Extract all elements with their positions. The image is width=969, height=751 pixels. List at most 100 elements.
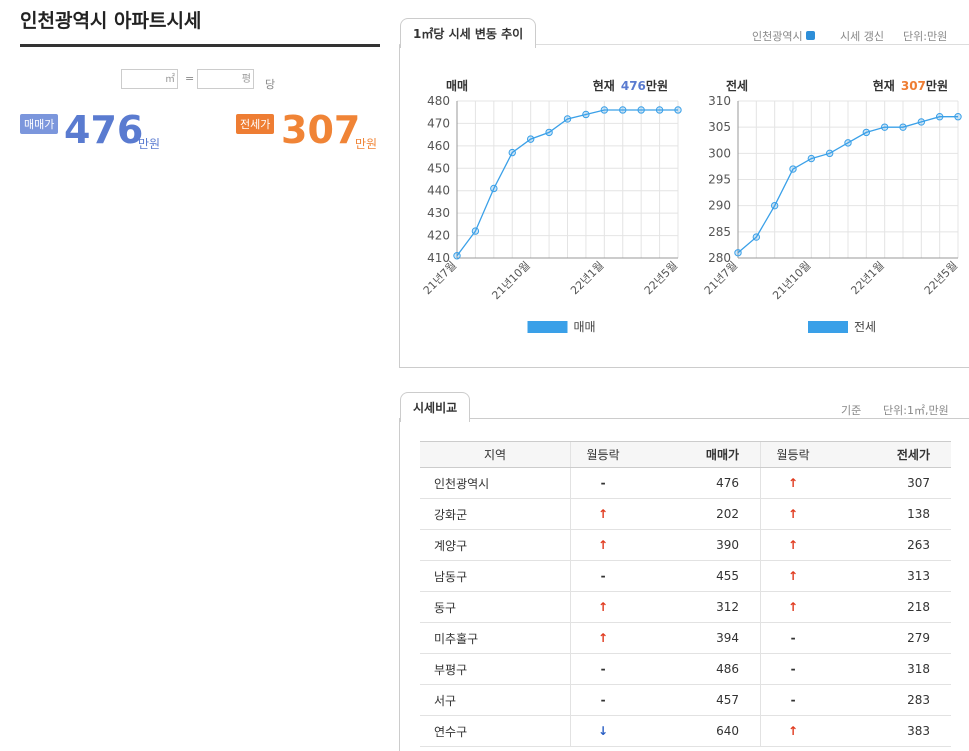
- pyeong-input[interactable]: 평: [197, 69, 254, 89]
- legend-label: 매매: [574, 320, 596, 334]
- m2-unit: ㎡: [165, 74, 175, 85]
- rent-value: 307: [281, 108, 361, 152]
- y-tick-label: 480: [427, 94, 450, 108]
- y-tick-label: 410: [427, 251, 450, 265]
- change-cell: -: [760, 622, 826, 654]
- point: [508, 148, 516, 157]
- point: [862, 128, 871, 137]
- table-row: 연수구 ↓ 640 ↑ 383: [420, 715, 951, 747]
- trend-tab[interactable]: 1㎡당 시세 변동 추이: [400, 18, 537, 48]
- current-label: 현재: [873, 78, 895, 93]
- change-cell: -: [570, 467, 636, 499]
- equals: =: [185, 72, 195, 85]
- x-tick-label: 21년10월: [770, 259, 813, 302]
- current: 현재 307만원: [873, 78, 948, 93]
- point: [734, 249, 742, 257]
- point: [526, 135, 535, 143]
- price-cell: 457: [635, 684, 761, 716]
- point: [825, 149, 834, 158]
- price-cell: 394: [635, 622, 761, 654]
- price-cell: 307: [825, 467, 951, 499]
- region-icon: [806, 31, 816, 40]
- point: [917, 118, 926, 126]
- change-cell: ↑: [570, 498, 636, 530]
- y-tick-label: 290: [708, 199, 731, 213]
- region-cell: 부평구: [420, 653, 571, 685]
- price-cell: 313: [825, 560, 951, 592]
- change-cell: ↑: [570, 591, 636, 623]
- rent-unit: 만원: [355, 137, 378, 151]
- table-row: 미추홀구 ↑ 394-279: [420, 622, 951, 654]
- point: [789, 165, 797, 173]
- change-cell: ↑: [570, 529, 636, 561]
- point: [954, 113, 962, 121]
- sale-badge: 매매가: [20, 114, 59, 134]
- region-name: 인천광역시: [752, 30, 803, 43]
- region-cell: 동구: [420, 591, 571, 623]
- price-cell: 455: [635, 560, 761, 592]
- change-cell: -: [760, 653, 826, 685]
- change-cell: ↑: [760, 715, 826, 747]
- point: [807, 154, 816, 163]
- change-cell: ↑: [570, 622, 636, 654]
- change-cell: -: [760, 684, 826, 716]
- current-label: 현재: [593, 78, 615, 93]
- table-row: 서구 -457-283: [420, 684, 951, 716]
- current-unit: 만원: [926, 78, 948, 93]
- change-cell: ↓: [570, 715, 636, 747]
- point: [582, 110, 590, 119]
- basis: 기준: [841, 404, 862, 417]
- change-cell: ↑: [760, 467, 826, 499]
- page-title: 인천광역시 아파트시세: [20, 10, 202, 32]
- change-cell: ↑: [760, 529, 826, 561]
- chart-title: 전세: [726, 78, 748, 93]
- price-cell: 312: [635, 591, 761, 623]
- y-tick-label: 430: [427, 206, 450, 220]
- point: [453, 252, 461, 260]
- y-tick-label: 310: [708, 94, 731, 108]
- y-tick-label: 450: [427, 161, 450, 175]
- table-body: 인천광역시 -476 ↑ 307 강화군 ↑ 202 ↑ 138 계양구 ↑ 390 ↑ 263 남동구 -4…: [420, 467, 951, 747]
- y-tick-label: 300: [708, 146, 731, 160]
- point: [935, 113, 944, 121]
- point: [490, 184, 498, 193]
- region: 인천광역시: [752, 28, 816, 44]
- x-tick-label: 21년10월: [489, 259, 532, 302]
- table-row: 강화군 ↑ 202 ↑ 138: [420, 498, 951, 530]
- compare-box: [399, 418, 969, 751]
- compare-tab[interactable]: 시세비교: [400, 392, 471, 422]
- compare-unit: 단위:1㎡,만원: [883, 404, 949, 417]
- m2-input[interactable]: ㎡: [121, 69, 178, 89]
- header-row: 지역 월등락 매매가 월등락 전세가: [420, 441, 951, 468]
- price-cell: 279: [825, 622, 951, 654]
- rent-badge: 전세가: [236, 114, 275, 134]
- price-cell: 476: [635, 467, 761, 499]
- table-row: 인천광역시 -476 ↑ 307: [420, 467, 951, 499]
- header-cell: 월등락: [760, 441, 826, 468]
- per: 당: [265, 78, 276, 91]
- current-value: 476: [621, 79, 646, 93]
- price-cell: 383: [825, 715, 951, 747]
- y-tick-label: 280: [708, 251, 731, 265]
- x-tick-label: 22년5월: [922, 259, 960, 297]
- header-cell: 매매가: [635, 441, 761, 468]
- table-row: 동구 ↑ 312 ↑ 218: [420, 591, 951, 623]
- x-tick-label: 22년1월: [568, 259, 606, 297]
- chart-title: 매매: [446, 78, 468, 93]
- price-cell: 202: [635, 498, 761, 530]
- compare-table: 지역 월등락 매매가 월등락 전세가 인천광역시 -476 ↑ 307 강화군 ↑ 202 ↑ 138 계…: [420, 441, 951, 747]
- y-tick-label: 295: [708, 173, 731, 187]
- y-tick-label: 420: [427, 229, 450, 243]
- price-cell: 390: [635, 529, 761, 561]
- price-cell: 318: [825, 653, 951, 685]
- x-tick-label: 22년1월: [848, 259, 886, 297]
- region-cell: 남동구: [420, 560, 571, 592]
- region-cell: 인천광역시: [420, 467, 571, 499]
- refresh[interactable]: 시세 갱신: [840, 30, 884, 43]
- change-cell: -: [570, 684, 636, 716]
- point: [674, 106, 682, 114]
- point: [655, 106, 664, 114]
- price-cell: 283: [825, 684, 951, 716]
- y-tick-label: 285: [708, 225, 731, 239]
- sale-unit: 만원: [138, 137, 161, 151]
